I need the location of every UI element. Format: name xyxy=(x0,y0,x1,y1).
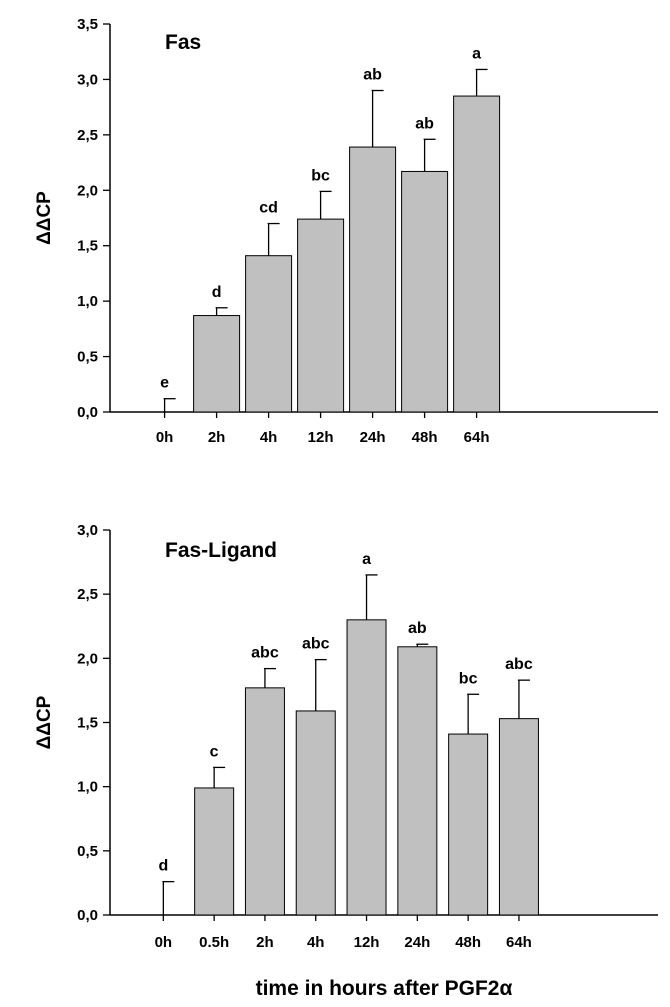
significance-label: d xyxy=(212,284,222,301)
x-tick-label: 2h xyxy=(208,429,226,446)
bar-0-5h xyxy=(194,787,235,916)
significance-label: ab xyxy=(408,620,427,637)
chart-title: Fas xyxy=(165,31,201,54)
x-tick-label: 0h xyxy=(155,934,173,951)
y-tick-label: 1,5 xyxy=(77,715,98,732)
x-tick-label: 24h xyxy=(360,429,386,446)
significance-label: bc xyxy=(311,167,330,184)
bar-12h xyxy=(297,218,345,413)
y-tick-label: 0,0 xyxy=(77,404,98,421)
bar-2h xyxy=(193,315,241,413)
bar-2h xyxy=(244,687,285,916)
x-tick-label: 48h xyxy=(455,934,481,951)
y-tick-label: 3,5 xyxy=(77,16,98,33)
significance-label: d xyxy=(158,858,168,875)
y-tick-label: 3,0 xyxy=(77,71,98,88)
bar-64h xyxy=(453,95,501,413)
fas-chart: 0,0 0,5 1,0 1,5 2,0 2,5 3,0 3,5 e 0h d 2h cd 4h bc 12h a… xyxy=(34,16,658,446)
x-tick-label: 64h xyxy=(464,429,490,446)
significance-label: a xyxy=(362,551,371,568)
chart-title: Fas-Ligand xyxy=(165,539,277,562)
y-tick-label: 0,5 xyxy=(77,843,98,860)
bar-24h xyxy=(397,646,438,916)
bar-12h xyxy=(346,619,387,916)
y-tick-label: 3,0 xyxy=(77,522,98,539)
significance-label: abc xyxy=(302,636,330,653)
fas-ligand-chart: 0,00,51,01,52,02,53,0d0hc0.5habc2habc4ha… xyxy=(34,522,658,1000)
y-tick-label: 0,5 xyxy=(77,349,98,366)
significance-label: abc xyxy=(505,656,533,673)
x-tick-label: 24h xyxy=(404,934,430,951)
significance-label: cd xyxy=(259,200,278,217)
x-tick-label: 2h xyxy=(256,934,274,951)
x-tick-label: 12h xyxy=(308,429,334,446)
significance-label: c xyxy=(210,743,219,760)
y-tick-label: 0,0 xyxy=(77,907,98,924)
x-axis-title: time in hours after PGF2α xyxy=(256,977,513,1000)
x-tick-label: 48h xyxy=(412,429,438,446)
bar-24h xyxy=(349,146,397,413)
x-tick-label: 4h xyxy=(260,429,278,446)
bar-48h xyxy=(401,170,449,413)
y-tick-label: 2,5 xyxy=(77,127,98,144)
significance-label: bc xyxy=(459,670,478,687)
x-tick-label: 0.5h xyxy=(199,934,229,951)
bar-48h xyxy=(448,733,489,916)
x-tick-label: 4h xyxy=(307,934,325,951)
y-tick-label: 2,5 xyxy=(77,586,98,603)
y-tick-label: 2,0 xyxy=(77,182,98,199)
y-tick-label: 1,0 xyxy=(77,779,98,796)
significance-label: ab xyxy=(415,115,434,132)
significance-label: a xyxy=(472,45,481,62)
y-tick-label: 1,0 xyxy=(77,293,98,310)
x-tick-label: 0h xyxy=(156,429,174,446)
significance-label: ab xyxy=(363,67,382,84)
significance-label: e xyxy=(160,375,169,392)
significance-label: abc xyxy=(251,645,279,662)
y-axis-title: ΔΔCP xyxy=(34,191,55,245)
y-tick-label: 1,5 xyxy=(77,238,98,255)
x-tick-label: 12h xyxy=(354,934,380,951)
y-tick-label: 2,0 xyxy=(77,650,98,667)
bar-4h xyxy=(245,255,293,413)
y-axis-title: ΔΔCP xyxy=(34,695,55,749)
bar-64h xyxy=(498,718,539,916)
x-tick-label: 64h xyxy=(506,934,532,951)
bar-4h xyxy=(295,710,336,916)
